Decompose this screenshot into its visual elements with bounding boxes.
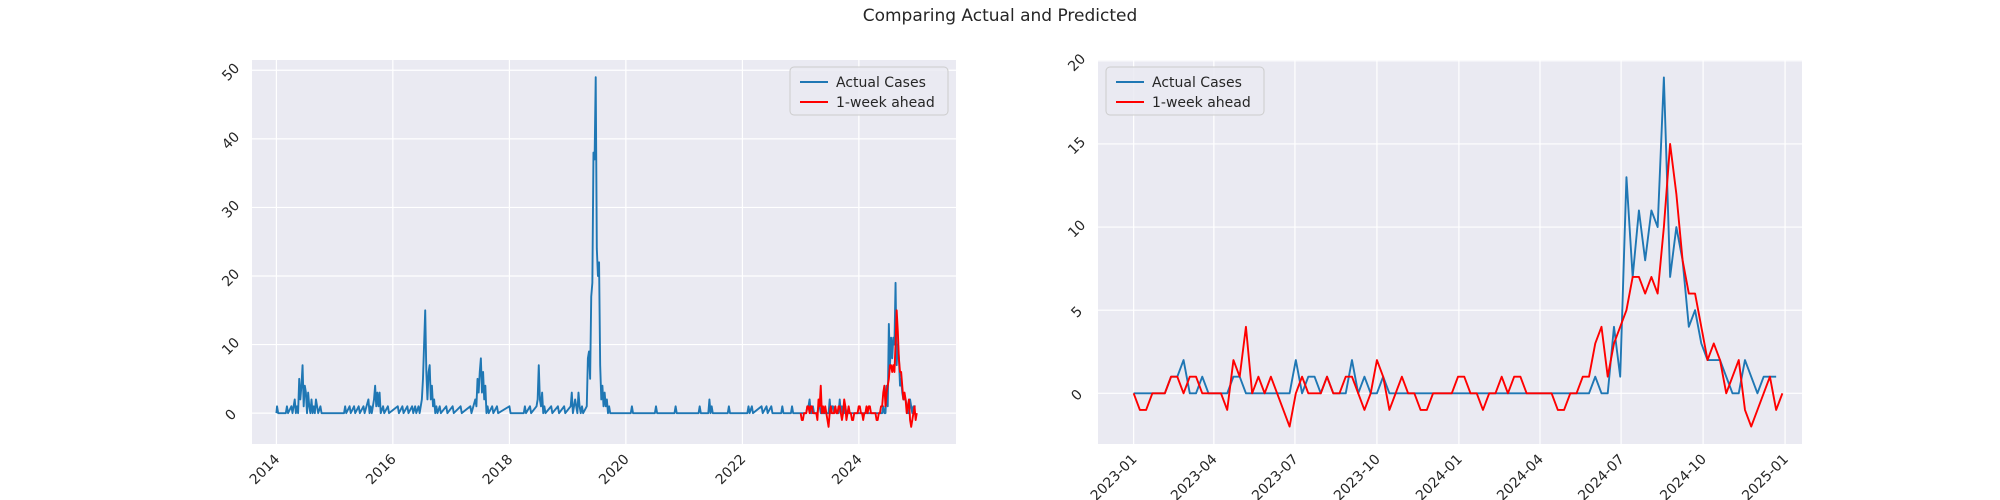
figure-title: Comparing Actual and Predicted <box>862 6 1138 26</box>
x-tick-label: 2024-04 <box>1494 451 1547 500</box>
x-tick-label: 2023-07 <box>1249 452 1302 500</box>
x-tick-label: 2024-07 <box>1575 452 1628 500</box>
y-tick-label: 10 <box>1065 217 1089 241</box>
legend-box <box>1105 66 1265 116</box>
x-tick-label: 2025-01 <box>1739 452 1792 500</box>
x-tick-label: 2024-10 <box>1657 452 1710 500</box>
legend-label: Actual Cases <box>836 75 926 91</box>
x-tick-label: 2024-01 <box>1413 452 1466 500</box>
plot-area <box>1098 60 1802 444</box>
legend-label: 1-week ahead <box>836 95 935 111</box>
y-tick-label: 5 <box>1068 304 1086 322</box>
x-tick-label: 2023-01 <box>1088 452 1141 500</box>
x-tick-label: 2023-04 <box>1168 451 1221 500</box>
legend-label: 1-week ahead <box>1152 95 1251 111</box>
series-line-actual-cases <box>1133 76 1777 395</box>
legend: Actual Cases 1-week ahead <box>1105 66 1265 116</box>
legend-box <box>789 66 949 116</box>
series-line-one-week-ahead <box>1132 143 1784 428</box>
legend: Actual Cases 1-week ahead <box>789 66 949 116</box>
x-tick-label: 2023-10 <box>1331 452 1384 500</box>
y-tick-label: 15 <box>1065 134 1089 158</box>
y-tick-label: 0 <box>1068 387 1086 405</box>
series-line-one-week-ahead <box>799 309 918 428</box>
y-tick-label: 20 <box>1065 51 1089 75</box>
legend-label: Actual Cases <box>1152 75 1242 91</box>
plot-area <box>252 60 956 444</box>
